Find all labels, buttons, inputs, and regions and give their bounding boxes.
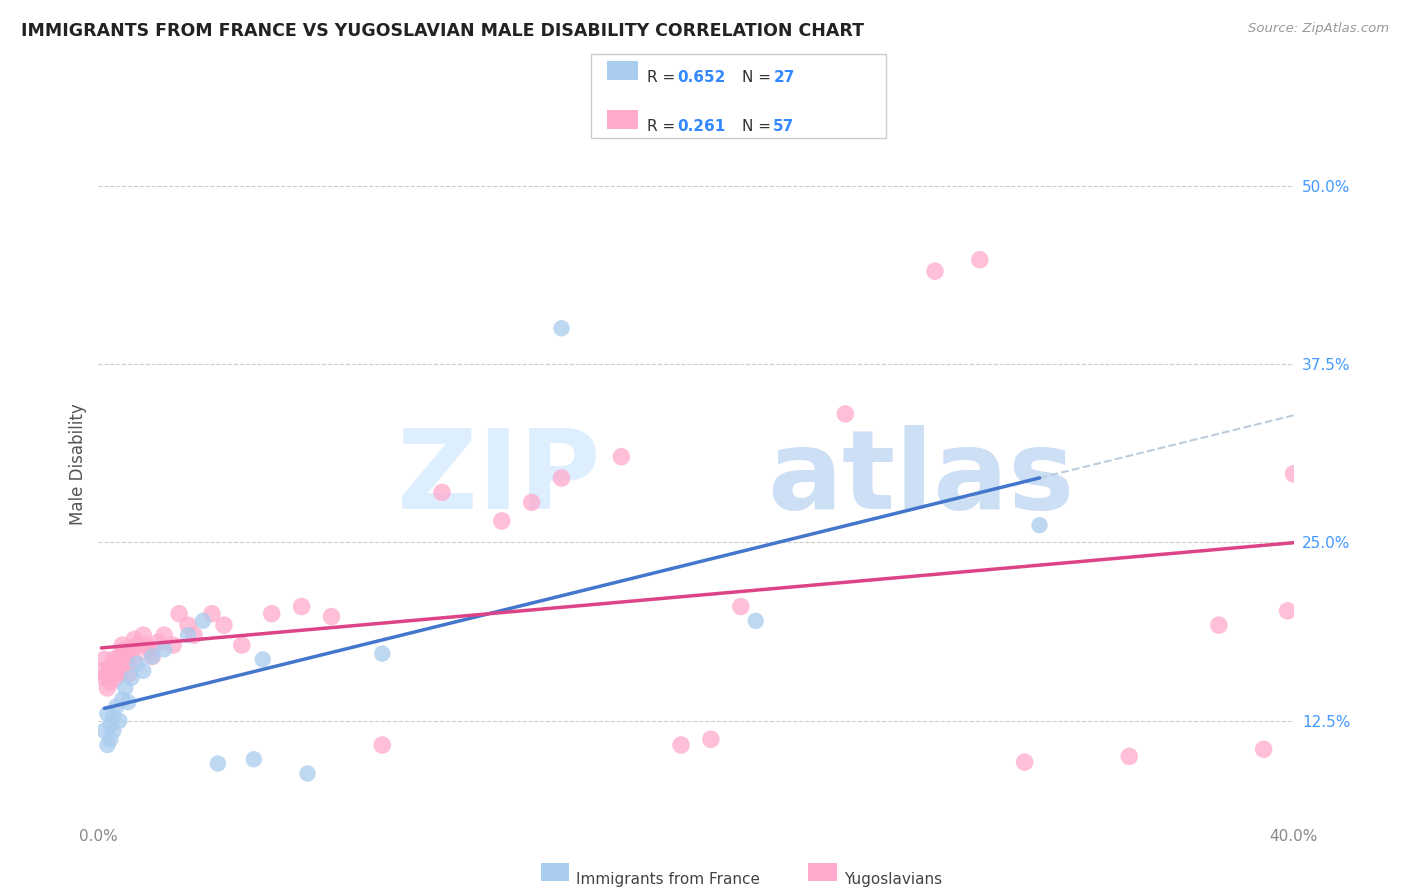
Y-axis label: Male Disability: Male Disability	[69, 403, 87, 524]
Point	[177, 628, 200, 642]
Point	[132, 664, 155, 678]
Point	[132, 628, 155, 642]
Point	[117, 647, 139, 661]
Point	[1118, 749, 1140, 764]
Point	[103, 666, 125, 681]
Text: 27: 27	[773, 70, 794, 85]
Point	[1014, 755, 1036, 769]
Point	[371, 647, 394, 661]
Point	[1028, 518, 1050, 533]
Point	[120, 642, 142, 657]
Point	[100, 718, 122, 732]
Point	[167, 607, 190, 621]
Point	[105, 699, 128, 714]
Point	[117, 666, 139, 681]
Point	[1253, 742, 1275, 756]
Point	[111, 638, 134, 652]
Point	[111, 692, 134, 706]
Point	[100, 675, 122, 690]
Point	[138, 642, 160, 657]
Point	[1282, 467, 1305, 481]
Text: Source: ZipAtlas.com: Source: ZipAtlas.com	[1249, 22, 1389, 36]
Point	[105, 657, 128, 671]
Point	[90, 664, 112, 678]
Point	[969, 252, 991, 267]
Point	[108, 666, 131, 681]
Point	[252, 652, 274, 666]
Point	[108, 649, 131, 664]
Point	[700, 732, 723, 747]
Point	[103, 709, 125, 723]
Point	[114, 642, 136, 657]
Point	[610, 450, 633, 464]
Point	[114, 681, 136, 695]
Point	[111, 661, 134, 675]
Point	[100, 661, 122, 675]
Point	[291, 599, 314, 614]
Point	[114, 652, 136, 666]
Point	[108, 714, 131, 728]
Point	[96, 666, 118, 681]
Point	[201, 607, 224, 621]
Point	[924, 264, 946, 278]
Text: R =: R =	[647, 119, 681, 134]
Text: 57: 57	[773, 119, 794, 134]
Point	[745, 614, 768, 628]
Point	[520, 495, 543, 509]
Text: Yugoslavians: Yugoslavians	[844, 872, 942, 888]
Point	[105, 671, 128, 685]
Point	[124, 632, 146, 647]
Point	[669, 738, 692, 752]
Point	[297, 766, 319, 780]
Point	[153, 628, 176, 642]
Point	[834, 407, 856, 421]
Point	[207, 756, 229, 771]
Point	[103, 652, 125, 666]
Point	[127, 657, 149, 671]
Text: atlas: atlas	[768, 425, 1076, 532]
Point	[191, 614, 214, 628]
Text: 0.652: 0.652	[678, 70, 725, 85]
Point	[1277, 604, 1299, 618]
Point	[100, 732, 122, 747]
Point	[162, 638, 184, 652]
Point	[183, 628, 205, 642]
Point	[96, 706, 118, 721]
Text: R =: R =	[647, 70, 681, 85]
Point	[96, 738, 118, 752]
Point	[550, 321, 572, 335]
Point	[117, 695, 139, 709]
Point	[177, 618, 200, 632]
Point	[127, 638, 149, 652]
Point	[103, 723, 125, 738]
Point	[148, 635, 170, 649]
Point	[1208, 618, 1230, 632]
Point	[430, 485, 453, 500]
Point	[212, 618, 235, 632]
Text: 0.261: 0.261	[678, 119, 725, 134]
Point	[135, 638, 157, 652]
Point	[124, 652, 146, 666]
Point	[243, 752, 266, 766]
Point	[120, 671, 142, 685]
Point	[730, 599, 752, 614]
Point	[550, 471, 572, 485]
Text: N =: N =	[742, 70, 776, 85]
Point	[371, 738, 394, 752]
Point	[231, 638, 253, 652]
Point	[260, 607, 283, 621]
Text: N =: N =	[742, 119, 776, 134]
Text: Immigrants from France: Immigrants from France	[576, 872, 761, 888]
Point	[491, 514, 513, 528]
Point	[321, 609, 343, 624]
Point	[141, 649, 163, 664]
Point	[93, 652, 115, 666]
Text: ZIP: ZIP	[396, 425, 600, 532]
Point	[93, 671, 115, 685]
Point	[141, 649, 163, 664]
Point	[153, 642, 176, 657]
Point	[93, 723, 115, 738]
Point	[96, 681, 118, 695]
Text: IMMIGRANTS FROM FRANCE VS YUGOSLAVIAN MALE DISABILITY CORRELATION CHART: IMMIGRANTS FROM FRANCE VS YUGOSLAVIAN MA…	[21, 22, 865, 40]
